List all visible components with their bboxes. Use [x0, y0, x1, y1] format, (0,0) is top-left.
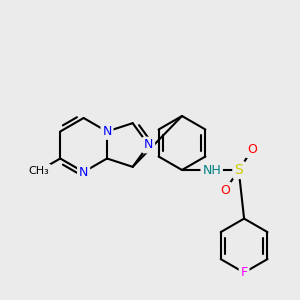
Text: O: O — [247, 143, 257, 156]
Text: NH: NH — [202, 164, 221, 176]
Text: CH₃: CH₃ — [29, 166, 50, 176]
Text: F: F — [241, 266, 248, 279]
Text: S: S — [234, 163, 243, 177]
Text: N: N — [79, 166, 88, 178]
Text: N: N — [102, 125, 112, 138]
Text: O: O — [220, 184, 230, 197]
Text: N: N — [144, 139, 153, 152]
